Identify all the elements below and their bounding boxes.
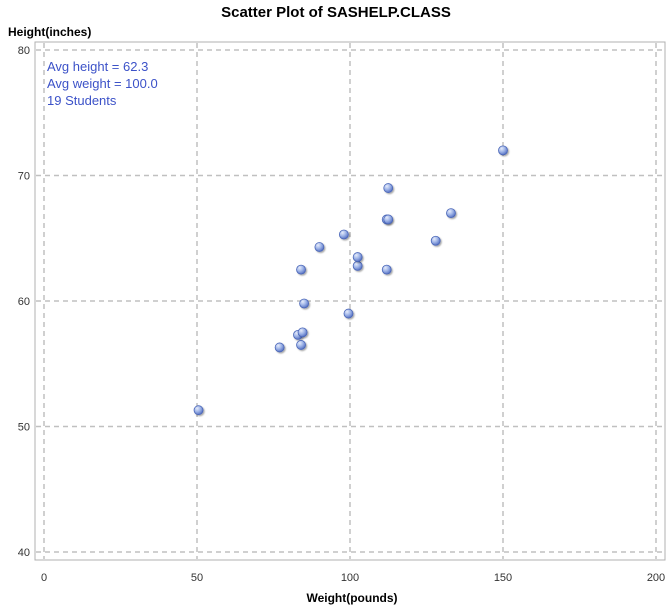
x-tick-label: 150 — [494, 572, 512, 584]
scatter-point — [297, 327, 308, 338]
y-tick-label: 70 — [18, 171, 30, 183]
grid-lines — [36, 43, 664, 559]
scatter-point — [498, 145, 508, 156]
y-axis-ticks: 40 50 60 70 80 — [18, 45, 30, 559]
scatter-point — [343, 308, 354, 319]
scatter-point — [383, 214, 394, 225]
x-tick-label: 50 — [191, 572, 203, 584]
x-axis-ticks: 0 50 100 150 200 — [41, 572, 665, 584]
scatter-point — [352, 252, 363, 262]
annotation-box: Avg height = 62.3 Avg weight = 100.0 19 … — [47, 59, 158, 108]
scatter-point — [381, 264, 392, 275]
plot-frame — [34, 41, 666, 561]
scatter-point — [430, 235, 441, 246]
x-tick-label: 0 — [41, 572, 47, 584]
scatter-point — [299, 298, 310, 309]
scatter-point — [274, 342, 285, 353]
scatter-point — [352, 260, 363, 271]
annotation-student-count: 19 Students — [47, 93, 117, 108]
scatter-point — [314, 242, 325, 252]
annotation-avg-weight: Avg weight = 100.0 — [47, 76, 158, 91]
annotation-avg-height: Avg height = 62.3 — [47, 59, 148, 74]
y-axis-label: Height(inches) — [8, 25, 91, 39]
data-points — [193, 145, 508, 416]
x-axis-label: Weight(pounds) — [306, 591, 397, 605]
y-tick-label: 80 — [18, 45, 30, 57]
x-tick-label: 100 — [341, 572, 359, 584]
chart-title: Scatter Plot of SASHELP.CLASS — [221, 4, 451, 21]
y-tick-label: 40 — [18, 547, 30, 559]
scatter-point — [296, 264, 306, 275]
scatter-point — [383, 183, 394, 193]
scatter-point — [446, 208, 456, 219]
scatter-point — [338, 229, 349, 240]
y-tick-label: 50 — [18, 422, 30, 434]
x-tick-label: 200 — [647, 572, 665, 584]
y-tick-label: 60 — [18, 296, 30, 308]
scatter-point — [296, 340, 306, 350]
scatter-point — [193, 405, 204, 416]
